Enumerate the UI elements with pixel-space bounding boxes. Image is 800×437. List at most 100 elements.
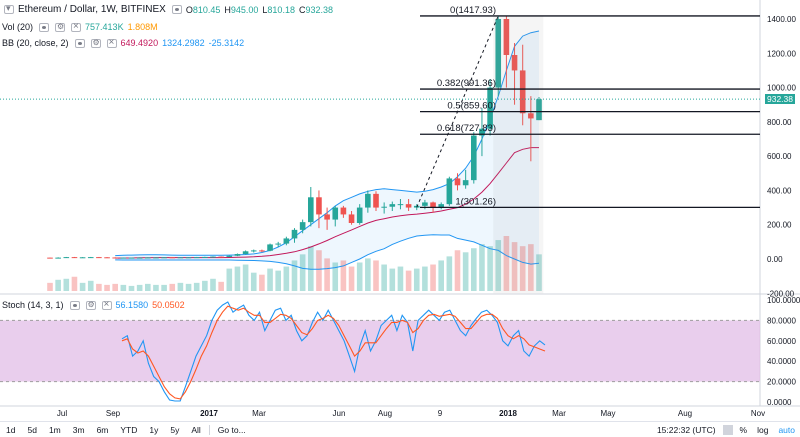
volume-value: 757.413K [85, 22, 124, 32]
candle-body [87, 257, 94, 259]
chart-svg[interactable]: 0(1417.93) 0.382(991.36) 0.5(859.60) 0.618(… [0, 0, 800, 420]
time-tick-label: Mar [552, 409, 566, 418]
candle-body [430, 202, 436, 208]
price-axis: 1400.00 1200.00 1000.00 800.00 600.00 400.00 2… [0, 15, 796, 298]
volume-bar [430, 264, 436, 291]
time-tick-label: Jul [57, 409, 67, 418]
percent-scale-toggle[interactable]: % [739, 425, 748, 435]
stochastic-pane: 100.0000 80.0000 60.0000 40.0000 20.0000 0.00… [0, 296, 800, 407]
volume-bar [413, 268, 420, 291]
time-tick-label: 2017 [200, 409, 218, 418]
gear-icon[interactable] [55, 22, 66, 32]
volume-ma-value: 1.808M [127, 22, 158, 32]
bb-label: BB (20, close, 2) [2, 38, 69, 48]
candle-body [47, 257, 53, 259]
volume-bar [373, 260, 379, 291]
time-tick-label: Nov [751, 409, 765, 418]
volume-bar [112, 283, 118, 291]
stoch-tick-label: 100.0000 [767, 296, 800, 305]
symbol-title: Ethereum / Dollar, 1W, BITFINEX [18, 4, 166, 15]
ohlc-open-key: O [185, 4, 193, 15]
candle-body [79, 257, 86, 259]
candle-body [55, 257, 61, 259]
volume-bar [487, 246, 493, 291]
eye-icon[interactable] [74, 38, 85, 48]
candle-body [397, 204, 404, 206]
candle-body [438, 204, 444, 208]
bottom-right-controls: 15:22:32 (UTC) % log auto [652, 422, 800, 437]
candle-body [218, 256, 224, 258]
ohlc-high-value: 945.00 [230, 4, 259, 15]
candle-body [226, 255, 233, 257]
timeframe-all[interactable]: All [191, 424, 201, 435]
candle-body [503, 19, 510, 55]
volume-bar [324, 258, 330, 291]
candle-body [250, 250, 257, 252]
log-scale-toggle[interactable]: log [757, 425, 769, 435]
candle-body [389, 204, 396, 207]
candle-body [104, 257, 110, 259]
auto-scale-toggle[interactable]: auto [778, 425, 795, 435]
fib-shade [493, 15, 544, 294]
candle-body [112, 257, 118, 259]
candle-body [381, 206, 387, 208]
candle-body [210, 256, 216, 258]
close-icon[interactable] [101, 299, 112, 310]
goto-button[interactable]: Go to... [217, 424, 246, 435]
eye-icon[interactable] [69, 300, 80, 310]
close-icon[interactable] [106, 37, 117, 48]
price-candles [47, 15, 542, 259]
candle-body [169, 257, 176, 259]
volume-bar [446, 256, 453, 291]
candle-body [487, 87, 493, 129]
candle-body [365, 193, 371, 208]
price-tick-label: 800.00 [767, 118, 792, 127]
volume-bar [356, 262, 363, 291]
chart-area[interactable]: 0(1417.93) 0.382(991.36) 0.5(859.60) 0.618(… [0, 0, 800, 420]
volume-bar [55, 279, 61, 291]
time-axis: Jul Sep 2017 Mar Jun Aug 9 2018 Mar May Aug Nov [57, 409, 765, 418]
timeframe-1y[interactable]: 1y [149, 424, 159, 435]
clock-time: 15:22:32 (UTC) [656, 425, 716, 435]
candle-body [511, 55, 518, 71]
volume-bar [495, 240, 502, 291]
volume-bar [389, 268, 396, 291]
timeframe-5y[interactable]: 5y [170, 424, 180, 435]
price-tick-label: 0.00 [767, 255, 783, 264]
volume-bar [316, 250, 322, 291]
volume-bar [503, 236, 510, 291]
volume-bar [528, 244, 534, 291]
eye-icon[interactable] [171, 5, 182, 14]
fib-level-label: 0(1417.93) [450, 5, 496, 16]
price-tick-label: -200.00 [767, 289, 795, 298]
volume-bar [177, 282, 184, 291]
timeframe-ytd[interactable]: YTD [120, 424, 138, 435]
volume-bar [210, 278, 216, 291]
timeframe-5d[interactable]: 5d [27, 424, 37, 435]
volume-bar [454, 250, 461, 291]
candle-body [519, 70, 526, 114]
candle-body [356, 207, 363, 223]
volume-bar [87, 280, 94, 291]
volume-bar [422, 266, 428, 291]
volume-bar [218, 281, 224, 291]
collapse-arrow-icon[interactable] [4, 3, 14, 14]
candle-body [185, 257, 192, 259]
bb-lower-line [115, 234, 540, 270]
price-tick-label: 400.00 [767, 186, 792, 195]
candle-body [528, 113, 534, 119]
close-icon[interactable] [71, 21, 82, 32]
gear-icon[interactable] [90, 38, 101, 48]
volume-bar [63, 278, 70, 291]
timeframe-1m[interactable]: 1m [48, 424, 61, 435]
candle-body [136, 257, 143, 259]
volume-bar [153, 284, 159, 291]
gear-icon[interactable] [85, 300, 96, 310]
eye-icon[interactable] [39, 22, 50, 32]
timeframe-6m[interactable]: 6m [96, 424, 109, 435]
timeframe-3m[interactable]: 3m [72, 424, 85, 435]
volume-bar [250, 272, 257, 291]
candle-body [373, 193, 379, 208]
volume-bar [283, 266, 290, 291]
timeframe-1d[interactable]: 1d [6, 424, 16, 435]
